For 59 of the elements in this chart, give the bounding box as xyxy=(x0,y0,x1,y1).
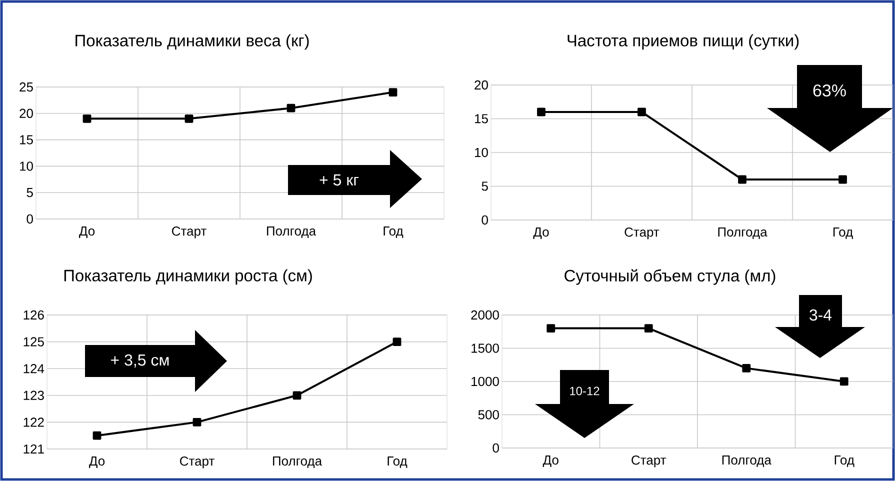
x-tick-label: Старт xyxy=(172,226,206,238)
point xyxy=(292,391,302,400)
y-tick-label: 20 xyxy=(474,80,488,90)
y-tick-label: 0 xyxy=(26,214,33,224)
y-tick-label: 500 xyxy=(478,410,499,420)
point xyxy=(388,88,398,96)
chart-title: Частота приемов пищи (сутки) xyxy=(568,34,799,50)
y-tick-label: 0 xyxy=(482,215,488,225)
point xyxy=(742,364,751,372)
y-tick-label: 5 xyxy=(482,182,488,191)
y-tick-label: 2000 xyxy=(471,310,499,320)
y-tick-label: 1500 xyxy=(472,344,499,353)
y-tick-label: 5 xyxy=(26,188,33,198)
point xyxy=(840,377,848,386)
chart-title: Показатель динамики веса (кг) xyxy=(76,34,309,50)
x-tick-label: Старт xyxy=(180,456,214,468)
point xyxy=(82,114,92,123)
x-tick-label: До xyxy=(533,228,549,240)
y-tick-label: 126 xyxy=(24,310,44,320)
x-tick-label: Полгода xyxy=(267,226,316,238)
y-tick-label: 123 xyxy=(24,390,44,400)
y-tick-label: 124 xyxy=(24,364,44,374)
y-tick-label: 1000 xyxy=(472,376,499,386)
y-tick-label: 0 xyxy=(492,443,499,453)
x-tick-label: Полгода xyxy=(722,456,772,468)
y-tick-label: 10 xyxy=(475,148,488,158)
x-tick-label: Год xyxy=(833,228,853,240)
y-tick-label: 20 xyxy=(20,108,33,118)
x-tick-label: Год xyxy=(388,456,408,468)
annotation: + 3,5 см xyxy=(111,354,169,368)
y-tick-label: 25 xyxy=(20,82,33,92)
x-tick-label: Старт xyxy=(632,456,666,468)
y-tick-label: 121 xyxy=(24,444,44,454)
x-tick-label: До xyxy=(542,456,558,468)
y-tick-label: 122 xyxy=(24,418,44,427)
y-tick-label: 10 xyxy=(20,162,33,171)
annotation: 63% xyxy=(813,84,846,97)
x-tick-label: До xyxy=(89,456,105,468)
annotation: 10-12 xyxy=(570,386,600,396)
y-tick-label: 15 xyxy=(20,135,33,144)
x-tick-label: До xyxy=(79,226,95,238)
annotation: + 5 кг xyxy=(320,174,359,186)
point xyxy=(184,114,194,123)
point xyxy=(392,338,402,346)
y-tick-label: 125 xyxy=(24,337,44,346)
x-tick-label: Год xyxy=(384,226,404,238)
point xyxy=(92,431,102,440)
point xyxy=(644,324,653,332)
chart-title: Суточный объем стула (мл) xyxy=(564,269,776,285)
y-tick-label: 15 xyxy=(475,114,488,124)
point xyxy=(286,104,296,112)
point xyxy=(192,418,202,426)
x-tick-label: Полгода xyxy=(273,456,322,468)
annotation: 3-4 xyxy=(810,309,832,321)
chart-title: Показатель динамики роста (см) xyxy=(64,269,312,285)
x-tick-label: Год xyxy=(834,456,854,468)
x-tick-label: Полгода xyxy=(718,228,768,240)
point xyxy=(546,324,556,332)
x-tick-label: Старт xyxy=(624,228,660,240)
